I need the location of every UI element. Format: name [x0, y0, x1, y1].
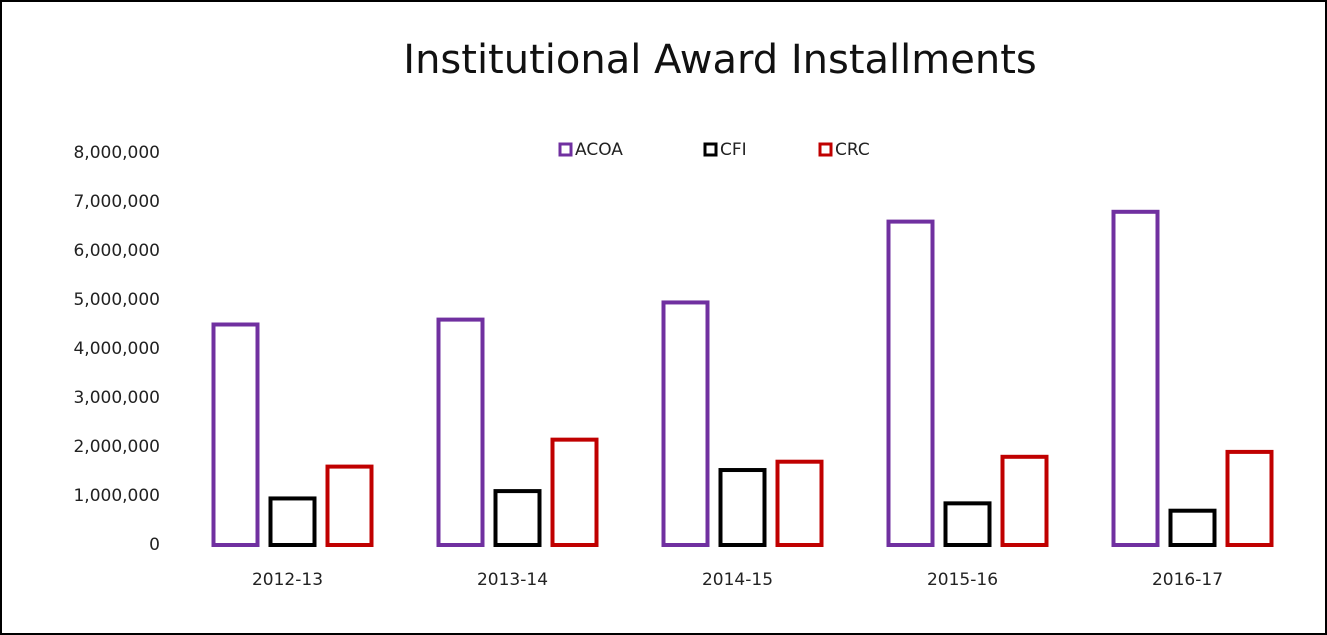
- y-tick-label: 8,000,000: [73, 143, 160, 163]
- legend-label: CFI: [720, 140, 747, 160]
- legend-label: ACOA: [575, 140, 623, 160]
- bar: [550, 437, 599, 547]
- legend-label: CRC: [835, 140, 870, 160]
- chart-title: Institutional Award Installments: [403, 37, 1036, 83]
- y-tick-label: 0: [149, 535, 160, 555]
- x-tick-label: 2012-13: [252, 570, 323, 590]
- legend-swatch: [703, 142, 718, 157]
- bar: [325, 464, 374, 548]
- y-tick-label: 2,000,000: [73, 437, 160, 457]
- y-tick-label: 6,000,000: [73, 241, 160, 261]
- x-tick-label: 2016-17: [1152, 570, 1223, 590]
- x-tick-label: 2014-15: [702, 570, 773, 590]
- bar: [268, 496, 317, 548]
- y-tick-label: 4,000,000: [73, 339, 160, 359]
- bar: [1111, 209, 1160, 548]
- bar: [886, 219, 935, 547]
- bar: [436, 317, 485, 547]
- bar: [943, 501, 992, 548]
- bar: [211, 322, 260, 547]
- y-tick-label: 3,000,000: [73, 388, 160, 408]
- x-tick-label: 2015-16: [927, 570, 998, 590]
- legend-swatch: [558, 142, 573, 157]
- x-tick-label: 2013-14: [477, 570, 548, 590]
- bar: [661, 300, 710, 548]
- legend-swatch: [818, 142, 833, 157]
- bar: [1225, 449, 1274, 547]
- bar: [775, 459, 824, 548]
- y-tick-label: 5,000,000: [73, 290, 160, 310]
- y-tick-label: 7,000,000: [73, 192, 160, 212]
- bar: [493, 489, 542, 548]
- bar: [1000, 454, 1049, 547]
- bar: [1168, 508, 1217, 548]
- y-tick-label: 1,000,000: [73, 486, 160, 506]
- bar: [718, 468, 767, 547]
